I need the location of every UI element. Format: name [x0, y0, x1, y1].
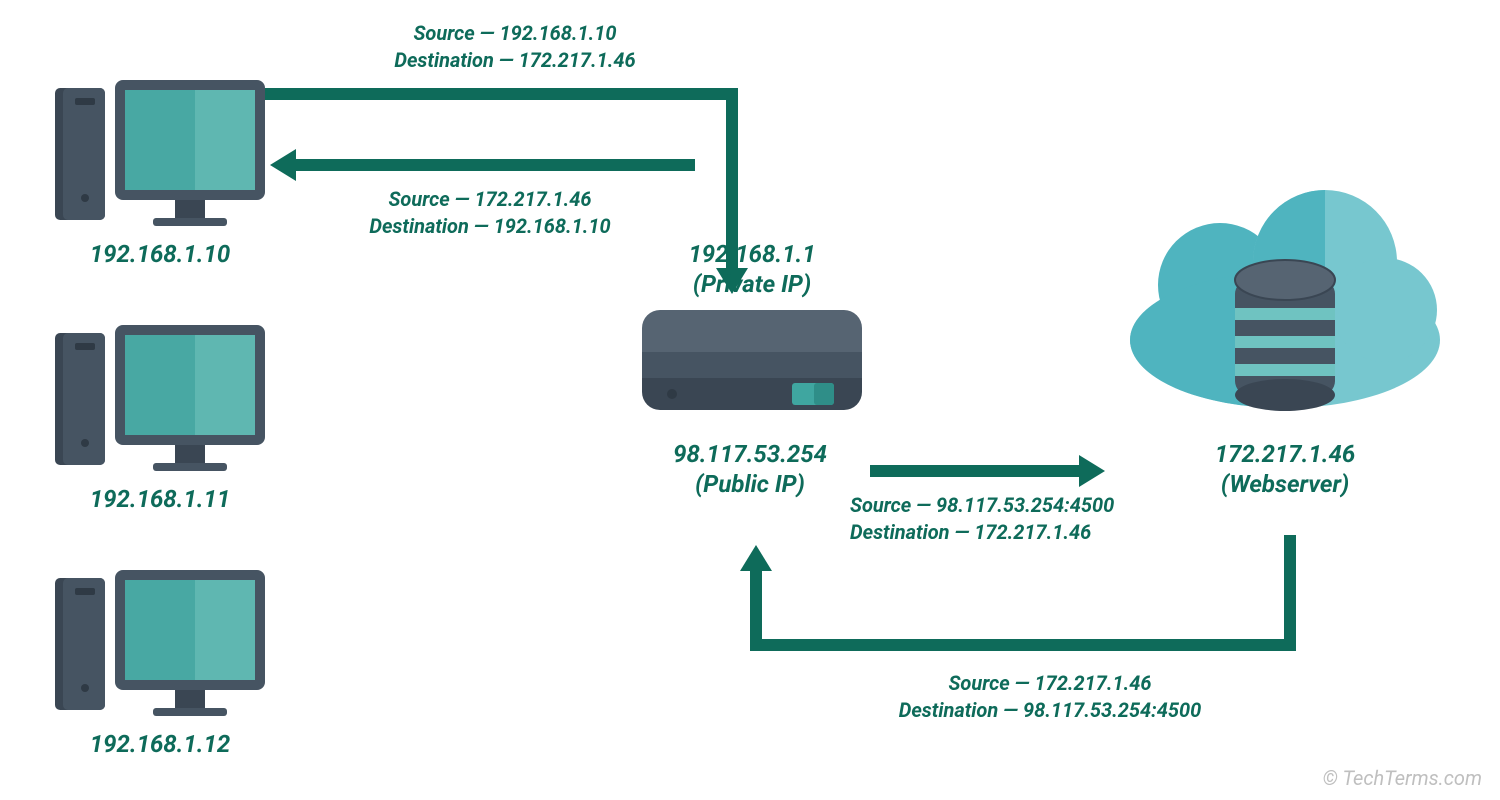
diagram-stage: 192.168.1.10 192.168.1.11 192.168.1.12 1… — [0, 0, 1500, 800]
flow2-dst: Destination — 192.168.1.10 — [305, 213, 675, 240]
arrow-router-to-pc — [270, 149, 695, 181]
flow-router-to-pc: Source — 172.217.1.46 Destination — 192.… — [305, 186, 675, 240]
flow-pc-to-router: Source — 192.168.1.10 Destination — 172.… — [340, 20, 690, 74]
webserver-ip: 172.217.1.46 — [1125, 440, 1445, 468]
flow-web-to-router: Source — 172.217.1.46 Destination — 98.1… — [820, 670, 1280, 724]
pc3-ip-label: 192.168.1.12 — [55, 730, 265, 758]
arrow-web-to-router — [740, 535, 1290, 645]
flow1-dst: Destination — 172.217.1.46 — [340, 47, 690, 74]
arrow-router-to-web — [870, 455, 1105, 487]
router-private-ip: 192.168.1.1 — [627, 240, 877, 268]
pc1-ip-label: 192.168.1.10 — [55, 240, 265, 268]
cloud-webserver-icon — [1125, 190, 1445, 440]
computer-icon-3 — [55, 570, 265, 740]
router-public-ip: 98.117.53.254 — [595, 440, 905, 468]
flow3-src: Source — 98.117.53.254:4500 — [850, 492, 1250, 519]
flow1-src: Source — 192.168.1.10 — [340, 20, 690, 47]
flow2-src: Source — 172.217.1.46 — [305, 186, 675, 213]
flow4-dst: Destination — 98.117.53.254:4500 — [820, 697, 1280, 724]
router-icon — [642, 310, 862, 430]
computer-icon-1 — [55, 80, 265, 250]
pc2-ip-label: 192.168.1.11 — [55, 485, 265, 513]
copyright-text: © TechTerms.com — [1323, 766, 1482, 790]
router-private-label: (Private IP) — [627, 270, 877, 298]
flow4-src: Source — 172.217.1.46 — [820, 670, 1280, 697]
flow3-dst: Destination — 172.217.1.46 — [850, 519, 1250, 546]
computer-icon-2 — [55, 325, 265, 495]
flow-router-to-web: Source — 98.117.53.254:4500 Destination … — [850, 492, 1250, 546]
